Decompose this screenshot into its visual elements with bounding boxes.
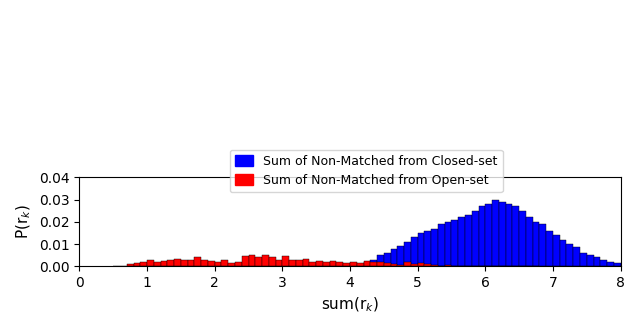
Bar: [492, 200, 499, 266]
Bar: [627, 265, 634, 266]
Bar: [140, 262, 147, 266]
Bar: [472, 211, 479, 266]
Bar: [248, 255, 255, 266]
Bar: [161, 261, 168, 266]
Bar: [303, 259, 309, 266]
Bar: [566, 244, 573, 266]
Bar: [499, 202, 506, 266]
Bar: [397, 265, 404, 266]
Bar: [188, 260, 195, 266]
Bar: [330, 261, 337, 266]
Bar: [621, 264, 627, 266]
Bar: [418, 233, 424, 266]
Bar: [390, 264, 397, 266]
Bar: [593, 257, 600, 266]
Bar: [154, 262, 161, 266]
Bar: [424, 264, 431, 266]
Bar: [587, 255, 593, 266]
Bar: [465, 215, 472, 266]
Bar: [384, 263, 390, 266]
Bar: [228, 263, 235, 266]
Bar: [147, 260, 154, 266]
Bar: [364, 262, 371, 266]
Bar: [600, 260, 607, 266]
Bar: [221, 260, 228, 266]
Bar: [127, 264, 134, 266]
Bar: [397, 246, 404, 266]
Bar: [201, 260, 208, 266]
Bar: [316, 261, 323, 266]
Bar: [134, 263, 140, 266]
Bar: [580, 253, 587, 266]
Bar: [458, 217, 465, 266]
Bar: [350, 262, 356, 266]
Bar: [371, 262, 377, 266]
Bar: [479, 206, 485, 266]
Bar: [431, 229, 438, 266]
Bar: [438, 224, 445, 266]
Legend: Sum of Non-Matched from Closed-set, Sum of Non-Matched from Open-set: Sum of Non-Matched from Closed-set, Sum …: [230, 150, 503, 192]
Bar: [553, 235, 560, 266]
Bar: [614, 263, 621, 266]
X-axis label: sum(r$_k$): sum(r$_k$): [321, 295, 379, 314]
Bar: [242, 256, 248, 266]
Bar: [168, 260, 174, 266]
Bar: [350, 265, 356, 266]
Bar: [269, 257, 276, 266]
Bar: [404, 262, 411, 266]
Bar: [411, 264, 418, 266]
Bar: [356, 263, 364, 266]
Bar: [276, 260, 282, 266]
Bar: [445, 265, 451, 266]
Bar: [532, 222, 540, 266]
Bar: [506, 204, 513, 266]
Bar: [309, 262, 316, 266]
Bar: [296, 260, 303, 266]
Bar: [445, 222, 451, 266]
Bar: [384, 253, 390, 266]
Bar: [431, 265, 438, 266]
Bar: [255, 257, 262, 266]
Bar: [235, 262, 242, 266]
Bar: [485, 204, 492, 266]
Bar: [607, 262, 614, 266]
Bar: [377, 262, 384, 266]
Bar: [289, 260, 296, 266]
Bar: [560, 240, 566, 266]
Bar: [371, 260, 377, 266]
Bar: [540, 224, 546, 266]
Bar: [195, 257, 201, 266]
Bar: [262, 255, 269, 266]
Bar: [323, 262, 330, 266]
Bar: [343, 263, 350, 266]
Bar: [519, 211, 526, 266]
Bar: [513, 206, 519, 266]
Bar: [282, 256, 289, 266]
Y-axis label: P(r$_k$): P(r$_k$): [15, 204, 33, 239]
Bar: [526, 217, 532, 266]
Bar: [174, 259, 181, 266]
Bar: [181, 260, 188, 266]
Bar: [411, 238, 418, 266]
Bar: [390, 248, 397, 266]
Bar: [356, 264, 364, 266]
Bar: [364, 261, 371, 266]
Bar: [418, 263, 424, 266]
Bar: [424, 231, 431, 266]
Bar: [208, 261, 214, 266]
Bar: [451, 220, 458, 266]
Bar: [337, 262, 343, 266]
Bar: [404, 242, 411, 266]
Bar: [546, 231, 553, 266]
Bar: [214, 262, 221, 266]
Bar: [573, 247, 580, 266]
Bar: [377, 255, 384, 266]
